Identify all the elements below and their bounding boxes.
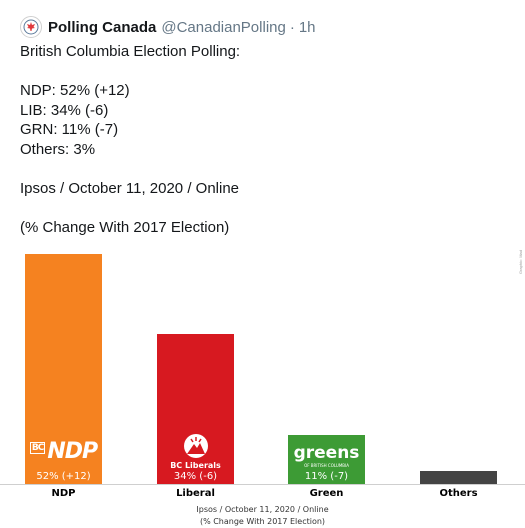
bc-liberals-logo-icon: BC Liberals [157, 434, 234, 470]
separator-dot: · [289, 18, 295, 36]
author-name[interactable]: Polling Canada [48, 18, 157, 36]
category-label: Green [309, 488, 344, 499]
green-logo-subtext: OF BRITISH COLUMBIA [304, 463, 349, 468]
chart-watermark: Graphic: Mad [518, 250, 523, 275]
bar-value-label: 34% (-6) [173, 471, 218, 482]
liberal-emblem [183, 434, 208, 458]
author-handle[interactable]: @CanadianPolling [161, 18, 286, 36]
timestamp[interactable]: 1h [298, 18, 316, 36]
bar-ndp: BC NDP 52% (+12) [25, 254, 102, 484]
tweet-line: British Columbia Election Polling: [20, 43, 241, 60]
chart-footer-source: Ipsos / October 11, 2020 / Online [196, 505, 329, 514]
ndp-logo-icon: BC NDP [25, 439, 102, 464]
tweet-line: LIB: 34% (-6) [20, 101, 109, 119]
chart-baseline [0, 484, 525, 485]
tweet-text: British Columbia Election Polling: NDP: … [20, 42, 240, 238]
tweet-line: GRN: 11% (-7) [20, 121, 119, 139]
bar-others [420, 471, 497, 484]
category-label: Liberal [176, 488, 215, 499]
bar-value-label: 11% (-7) [304, 471, 349, 482]
tweet-line [20, 62, 240, 82]
greens-logo-icon: greens OF BRITISH COLUMBIA [288, 443, 365, 468]
category-label: Others [439, 488, 478, 499]
tweet-card: Polling Canada @CanadianPolling · 1h Bri… [0, 0, 525, 250]
tweet-header: Polling Canada @CanadianPolling · 1h [20, 16, 316, 38]
tweet-line [20, 199, 240, 219]
chart-footer-note: (% Change With 2017 Election) [199, 517, 326, 526]
liberal-logo-text: BC Liberals [170, 461, 221, 470]
tweet-line: Others: 3% [20, 140, 96, 158]
bar-liberal: BC Liberals 34% (-6) [157, 334, 234, 484]
ndp-logo-text: NDP [47, 439, 98, 464]
maple-leaf-logo-icon[interactable] [20, 16, 42, 38]
tweet-line: NDP: 52% (+12) [20, 82, 130, 100]
green-logo-text: greens [293, 443, 360, 463]
ndp-logo-bc: BC [29, 441, 46, 454]
tweet-line: (% Change With 2017 Election) [20, 219, 230, 237]
poll-bar-chart[interactable]: Graphic: Mad BC NDP 52% (+12) BC Liberals… [0, 250, 525, 528]
bar-value-label: 52% (+12) [36, 471, 91, 482]
bar-green: greens OF BRITISH COLUMBIA 11% (-7) [288, 435, 365, 484]
category-label: NDP [51, 488, 76, 499]
tweet-line: Ipsos / October 11, 2020 / Online [20, 180, 240, 198]
tweet-line [20, 160, 240, 180]
